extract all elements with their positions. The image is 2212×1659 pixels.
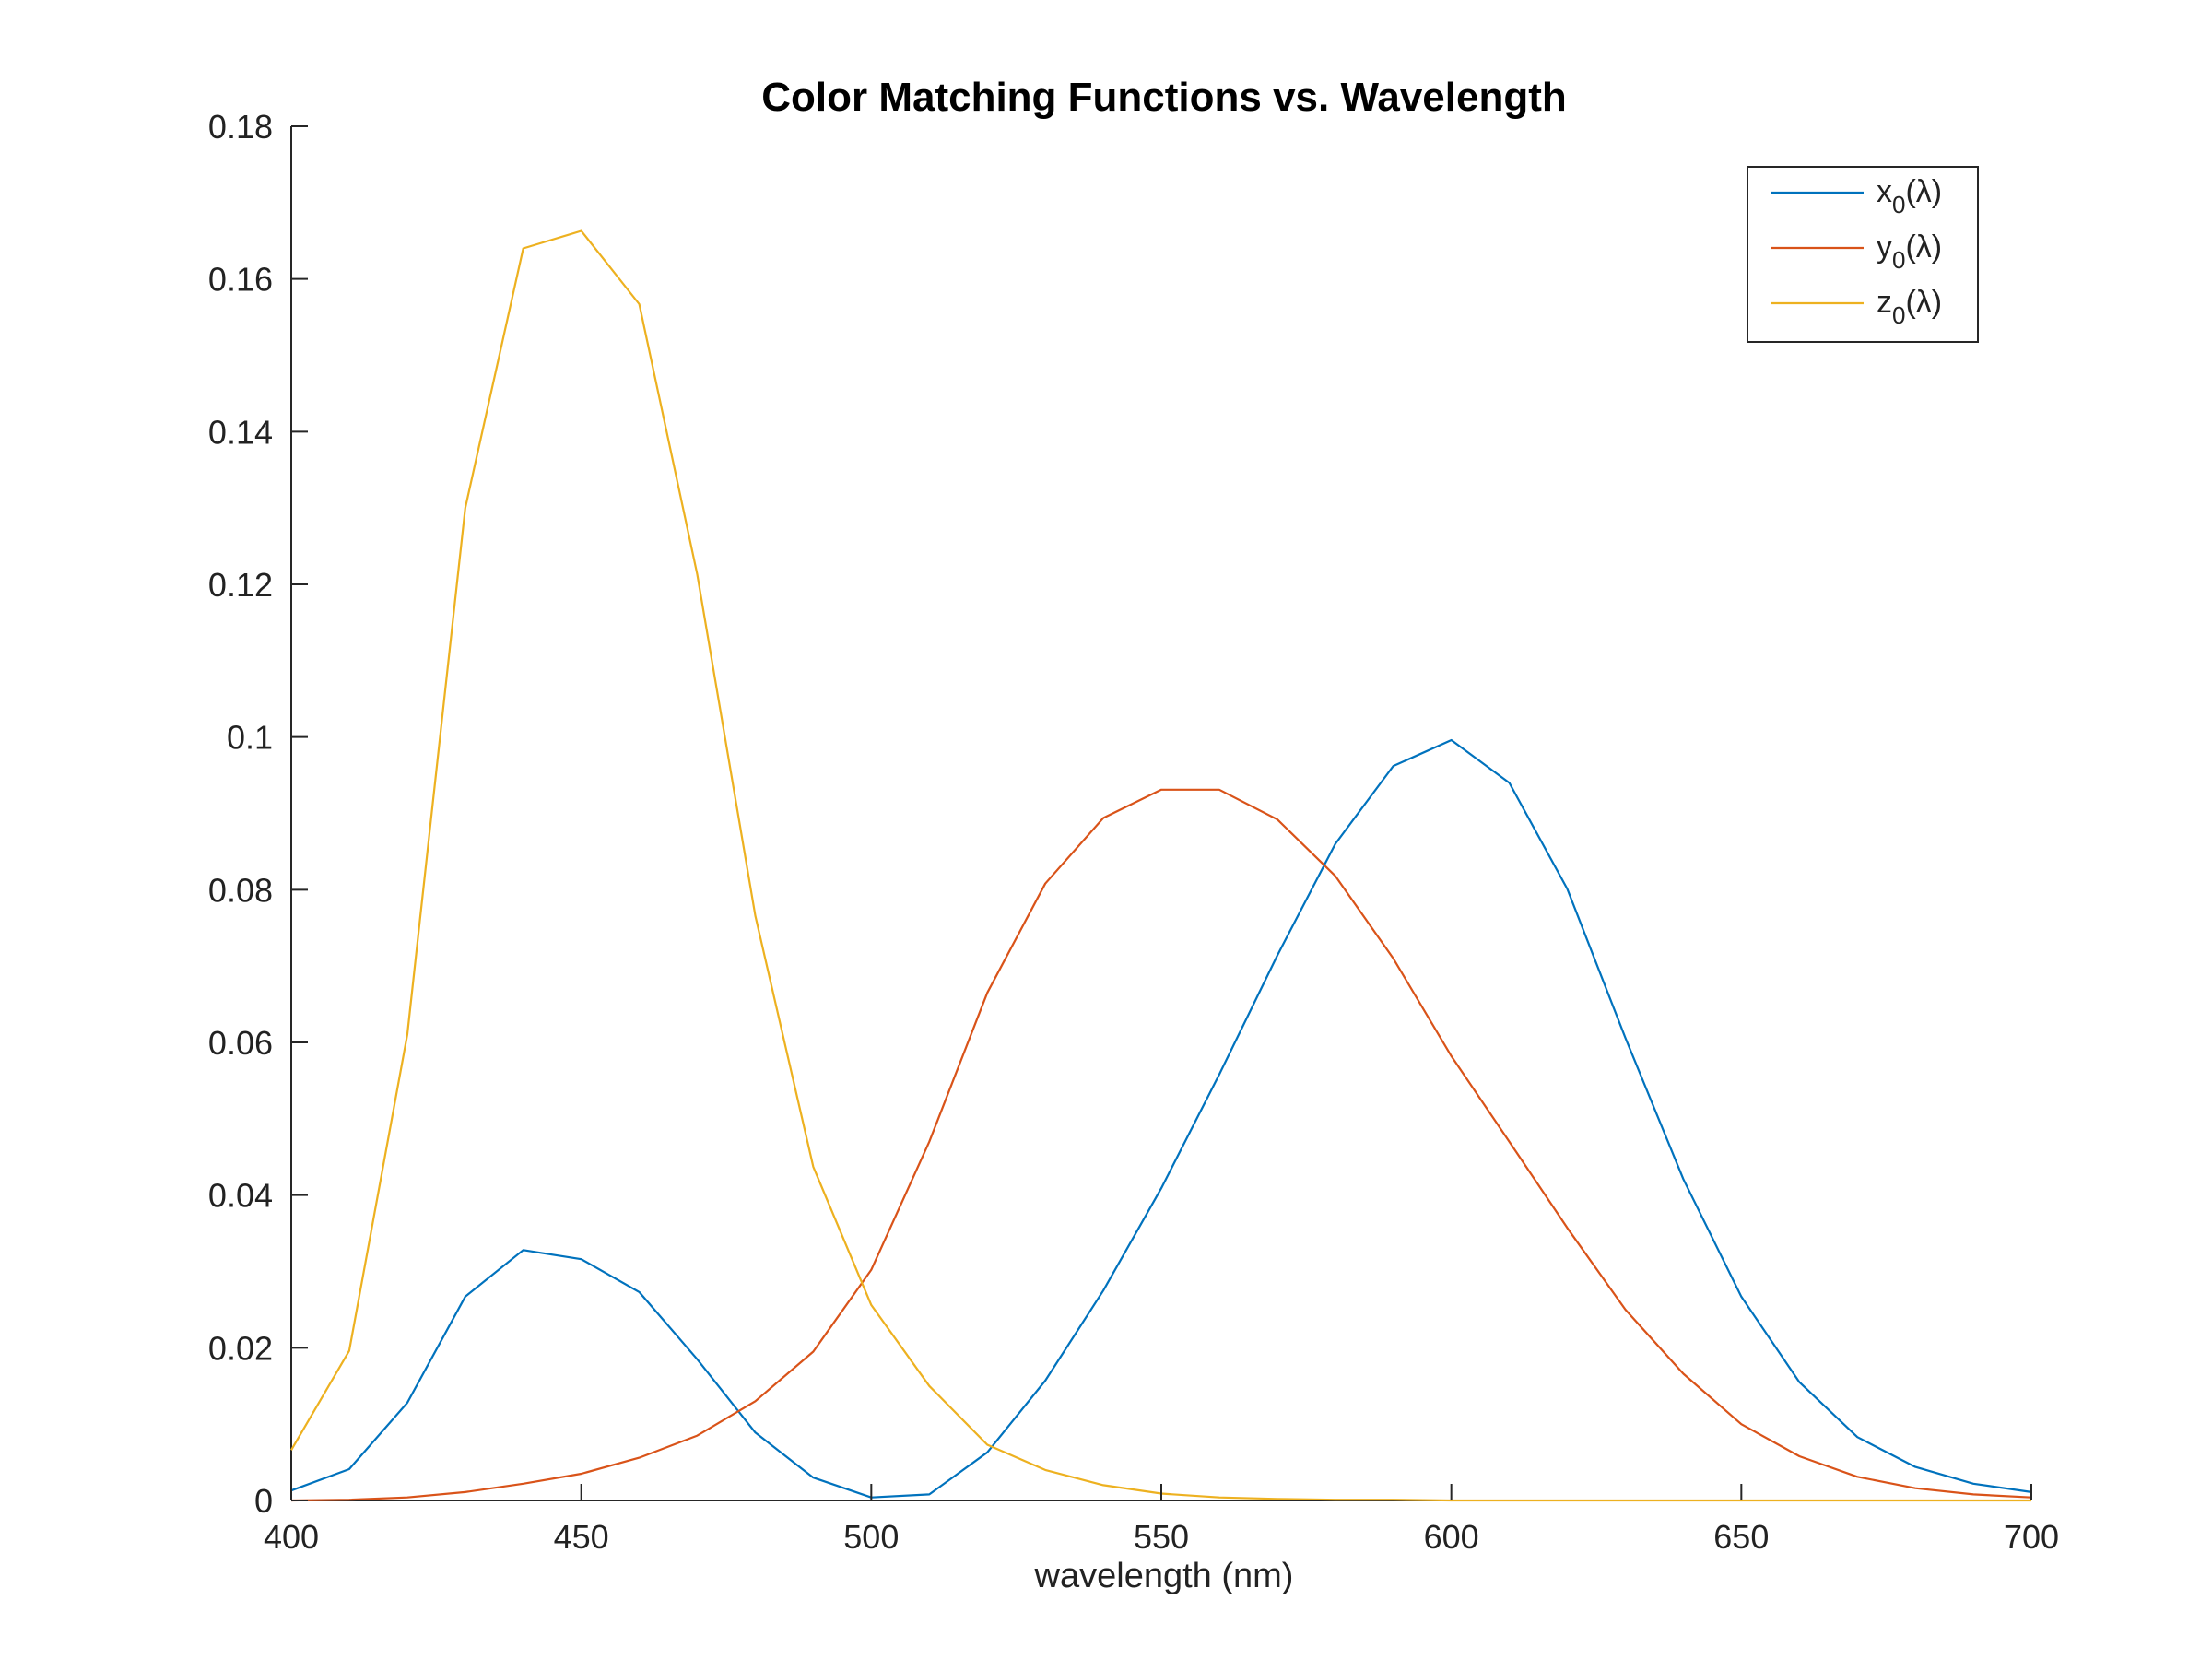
y-tick-label: 0.16: [208, 261, 273, 299]
legend-label-tail: (λ): [1905, 229, 1942, 265]
legend-label-subscript: 0: [1892, 246, 1905, 274]
chart-title: Color Matching Functions vs. Wavelength: [761, 75, 1567, 120]
series-line-x0: [290, 738, 2032, 1499]
legend-label: x0(λ): [1877, 174, 1942, 218]
x-tick-label: 700: [2004, 1518, 2059, 1556]
legend-label: z0(λ): [1877, 285, 1942, 329]
x-tick-label: 400: [264, 1518, 319, 1556]
y-tick-label: 0.02: [208, 1329, 273, 1367]
legend-label-tail: (λ): [1905, 174, 1942, 209]
x-tick-label: 600: [1424, 1518, 1479, 1556]
legend: x0(λ)y0(λ)z0(λ): [1747, 166, 1979, 343]
x-tick-label: 500: [843, 1518, 899, 1556]
legend-label-tail: (λ): [1905, 285, 1942, 320]
legend-box: [1747, 166, 1979, 343]
legend-item-x0: x0(λ): [1771, 174, 1942, 218]
legend-label-subscript: 0: [1892, 301, 1905, 329]
legend-label: y0(λ): [1877, 229, 1942, 274]
y-tick-label: 0.14: [208, 413, 273, 451]
legend-item-y0: y0(λ): [1771, 229, 1942, 274]
series-group: [290, 229, 2032, 1502]
legend-label-main: z: [1877, 285, 1892, 320]
ticks: 400 450 500 550 600 650 700 0 0.02 0.04 0.06 0.08 0.…: [208, 108, 2059, 1556]
y-tick-label: 0.1: [227, 719, 273, 757]
legend-item-z0: z0(λ): [1771, 285, 1942, 329]
legend-label-main: y: [1877, 229, 1892, 265]
series-line-z0: [290, 229, 2031, 1502]
y-tick-label: 0: [254, 1482, 273, 1520]
x-axis-label: wavelength (nm): [1034, 1557, 1294, 1595]
x-tick-label: 550: [1134, 1518, 1189, 1556]
y-tick-label: 0.06: [208, 1024, 273, 1062]
y-tick-label: 0.08: [208, 871, 273, 909]
y-tick-label: 0.04: [208, 1177, 273, 1215]
y-tick-label: 0.12: [208, 566, 273, 604]
x-tick-label: 650: [1713, 1518, 1769, 1556]
y-tick-label: 0.18: [208, 108, 273, 146]
legend-label-subscript: 0: [1892, 191, 1905, 218]
series-line-y0: [290, 788, 2032, 1502]
legend-label-main: x: [1877, 174, 1892, 209]
x-tick-label: 450: [554, 1518, 609, 1556]
